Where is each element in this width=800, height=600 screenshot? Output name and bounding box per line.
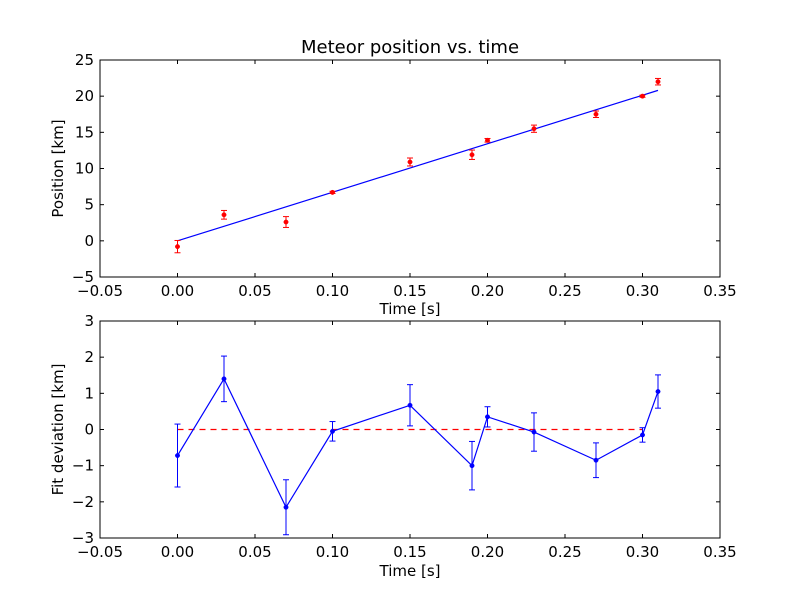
deviation-chart: −0.05 0.00 0.05 0.10 0.15 0.20 0.25 0.30 0.35 −3 −… <box>49 312 737 580</box>
y-tick-label: −5 <box>72 268 94 286</box>
x-tick-label: 0.35 <box>703 543 736 561</box>
x-tick-label: −0.05 <box>77 282 123 300</box>
x-tick-label: 0.30 <box>626 543 659 561</box>
x-tick-label: 0.15 <box>393 282 426 300</box>
fit-line <box>177 89 659 242</box>
data-point <box>485 414 490 420</box>
x-tick-label: 0.05 <box>238 543 271 561</box>
position-chart-ticks: −0.05 0.00 0.05 0.10 0.15 0.20 0.25 0.30 0.35 −5 0… <box>72 51 737 300</box>
x-tick-label: 0.30 <box>626 282 659 300</box>
y-tick-label: 2 <box>84 348 94 366</box>
data-point <box>531 126 537 132</box>
data-point <box>640 432 645 438</box>
deviation-chart-marks <box>174 355 661 536</box>
x-axis-label: Time [s] <box>379 562 441 580</box>
data-point <box>283 504 289 510</box>
x-tick-label: −0.05 <box>77 543 123 561</box>
data-point <box>283 219 289 225</box>
x-tick-label: 0.10 <box>316 543 349 561</box>
x-tick-label: 0.00 <box>161 282 194 300</box>
y-tick-label: 15 <box>75 123 94 141</box>
x-tick-label: 0.15 <box>393 543 426 561</box>
y-tick-label: 3 <box>84 312 94 330</box>
data-point <box>175 244 180 250</box>
y-axis-label: Position [km] <box>49 119 67 217</box>
x-tick-label: 0.00 <box>161 543 194 561</box>
position-chart-marks <box>174 77 661 254</box>
x-tick-label: 0.20 <box>471 543 504 561</box>
data-point <box>221 376 227 382</box>
deviation-chart-ticks: −0.05 0.00 0.05 0.10 0.15 0.20 0.25 0.30 0.35 −3 −… <box>72 312 737 561</box>
data-point <box>221 212 227 218</box>
data-point <box>593 457 599 463</box>
x-axis-label: Time [s] <box>379 300 441 318</box>
y-tick-label: 10 <box>75 160 94 178</box>
x-tick-label: 0.20 <box>471 282 504 300</box>
data-point <box>485 137 490 143</box>
y-tick-label: 20 <box>75 87 94 105</box>
y-tick-label: −1 <box>72 457 94 475</box>
data-point <box>175 453 180 458</box>
data-point <box>407 402 413 408</box>
x-tick-label: 0.05 <box>238 282 271 300</box>
data-point <box>655 389 661 394</box>
x-tick-label: 0.25 <box>548 282 581 300</box>
x-tick-label: 0.25 <box>548 543 581 561</box>
data-point <box>531 429 537 435</box>
y-tick-label: −2 <box>72 493 94 511</box>
y-tick-label: −3 <box>72 529 94 547</box>
y-tick-label: 25 <box>75 51 94 69</box>
y-tick-label: 5 <box>84 196 94 214</box>
x-tick-label: 0.10 <box>316 282 349 300</box>
data-point <box>330 189 335 195</box>
position-chart: Meteor position vs. time −0.05 0.00 0.05 0.… <box>49 37 737 318</box>
x-tick-label: 0.35 <box>703 282 736 300</box>
data-point <box>593 111 599 117</box>
y-tick-label: 0 <box>84 421 94 439</box>
y-axis-label: Fit deviation [km] <box>49 364 67 496</box>
data-point <box>469 463 475 469</box>
chart-title: Meteor position vs. time <box>301 37 519 58</box>
data-point <box>407 159 413 165</box>
y-tick-label: 1 <box>84 384 94 402</box>
y-tick-label: 0 <box>84 232 94 250</box>
data-point <box>469 152 475 158</box>
data-point <box>655 79 661 85</box>
data-point <box>640 93 645 99</box>
data-point <box>330 428 335 434</box>
